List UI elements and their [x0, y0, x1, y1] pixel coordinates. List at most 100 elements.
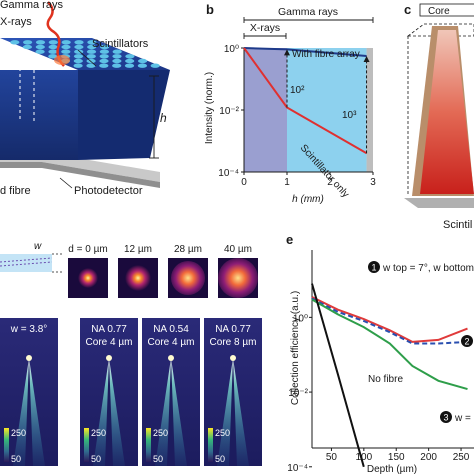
fibre-hole-7 [22, 44, 32, 50]
fibre-hole-13 [100, 44, 110, 50]
panel-a: Gamma rays X-rays Scintillators h d fibr… [0, 0, 170, 197]
panel-e-xtick-1: 100 [355, 452, 372, 463]
curve-no-fibre [311, 283, 365, 468]
fibre-hole-39 [124, 63, 135, 68]
fibre-hole-4 [61, 40, 71, 45]
fibre-label: d fibre [0, 185, 31, 197]
simulation-core-2 [167, 358, 175, 466]
fibre-hole-5 [74, 40, 84, 45]
fibre-hole-2 [35, 40, 46, 45]
fibre-hole-6 [87, 40, 97, 45]
gamma-band [287, 48, 367, 172]
colorbar-bottom-2: 50 [153, 454, 163, 464]
simulation-3: 250 50 NA 0.77 Core 8 µm [204, 318, 262, 466]
simulation-core-1 [105, 358, 113, 466]
panel-c-letter: c [404, 2, 411, 17]
note-3-number: 3 [443, 413, 448, 423]
scintillator-block-front [0, 70, 78, 160]
schematic-taper-top [0, 257, 53, 263]
fibre-hole-40 [137, 63, 147, 68]
scintillator-label-c: Scintil [443, 219, 472, 231]
fibre-hole-37 [99, 63, 109, 68]
simulation-source-3 [230, 355, 236, 361]
panel-b-xtick-3: 3 [370, 177, 376, 188]
fibre-hole-9 [48, 44, 58, 50]
fibre-hole-24 [86, 54, 96, 59]
panel-e-ylabel: Collection efficiency (a.u.) [290, 291, 301, 405]
colorbar-0 [4, 428, 9, 462]
mode-spot-12 [125, 265, 151, 291]
photodetector-pointer [59, 177, 73, 189]
panel-b-xtick-2: 2 [327, 177, 333, 188]
fibre-hole-38 [112, 63, 122, 68]
fibre-hole-1 [23, 40, 33, 45]
panel-b-ytick-1: 10⁻² [219, 106, 239, 117]
panel-e-xtick-3: 200 [420, 452, 437, 463]
note-1-number: 1 [371, 263, 376, 273]
series-with-fibre [243, 47, 367, 57]
fibre-hole-11 [74, 44, 84, 50]
panel-b-xtick-1: 1 [284, 177, 290, 188]
photodetector-label: Photodetector [74, 185, 143, 197]
ratio-label-1: 10² [290, 85, 305, 96]
fibre-dashed-top [17, 58, 37, 68]
core-label: Core [428, 6, 450, 17]
no-fibre-label: No fibre [368, 374, 403, 385]
note-3-badge [440, 411, 452, 423]
colorbar-bottom-3: 50 [215, 454, 225, 464]
interaction-glow [54, 55, 70, 65]
mode-label-28: 28 µm [174, 244, 202, 255]
simulation-label-3: NA 0.77 [215, 324, 251, 335]
fibre-hole-31 [99, 58, 109, 64]
mode-label-0: d = 0 µm [68, 244, 107, 255]
fibre-hole-33 [125, 58, 135, 64]
gamma-ray-wave [46, 1, 65, 67]
colorbar-bottom-0: 50 [11, 454, 21, 464]
curve-red [311, 296, 468, 343]
mode-label-12: 12 µm [124, 244, 152, 255]
core-label-box [419, 3, 474, 17]
panel-b-xlabel: h (mm) [292, 194, 324, 205]
colorbar-2 [146, 428, 151, 462]
w-symbol: w [34, 241, 42, 252]
fibre-hole-35 [73, 63, 83, 68]
fibre-hole-16 [61, 49, 71, 54]
schematic-zoom-lines [52, 253, 64, 273]
scintillator-block-side [78, 70, 170, 160]
panel-e-xtick-4: 250 [453, 452, 470, 463]
fibre-hole-21 [48, 54, 58, 59]
simulation-source-0 [26, 355, 32, 361]
note-2-badge [461, 335, 473, 347]
fibre-hole-27 [125, 54, 135, 59]
x-rays-label: X-rays [0, 16, 32, 28]
curve-green [311, 298, 468, 391]
colorbar-1 [84, 428, 89, 462]
panel-b-xtick-0: 0 [241, 177, 247, 188]
colorbar-top-3: 250 [215, 428, 230, 438]
panel-e-ytick-1: 10⁻² [288, 388, 308, 399]
ratio-arrowhead-2 [363, 56, 370, 63]
simulation-row: 250 50 w = 3.8° 250 50 NA 0.77 Core 4 µm 250 50 N… [0, 318, 262, 466]
panel-e-ytick-2: 10⁻⁴ [287, 463, 308, 474]
panel-e-ytick-0: 10⁰ [293, 313, 308, 324]
panel-b-ytick-0: 10⁰ [224, 44, 239, 55]
panel-e: e 50 100 150 200 250 10⁰ 10⁻² 10⁻⁴ Collection e… [286, 232, 474, 474]
xray-range-label: X-rays [250, 22, 280, 34]
colorbar-top-1: 250 [91, 428, 106, 438]
simulation-sublabel-3: Core 8 µm [210, 337, 257, 348]
panel-e-letter: e [286, 232, 293, 247]
mode-spot-40 [218, 258, 258, 298]
fibre-hole-10 [61, 44, 71, 50]
simulation-core-3 [229, 358, 237, 466]
panel-b: b Gamma rays X-rays 0 1 2 3 10⁰ 10⁻² 10⁻⁴ Inte… [204, 2, 376, 205]
colorbar-bottom-1: 50 [91, 454, 101, 464]
simulation-label-2: NA 0.54 [153, 324, 189, 335]
fibre-holes [10, 40, 160, 68]
panel-d: w d = 0 µm 12 µm 28 µm 40 µm 250 50 w = 3.… [0, 241, 262, 466]
fibre-schematic [0, 254, 52, 272]
fibre-hole-15 [48, 49, 58, 54]
fibre-hole-18 [86, 49, 97, 54]
fibre-hole-20 [112, 49, 122, 54]
mode-spot-0 [78, 268, 98, 288]
simulation-sublabel-2: Core 4 µm [148, 337, 195, 348]
